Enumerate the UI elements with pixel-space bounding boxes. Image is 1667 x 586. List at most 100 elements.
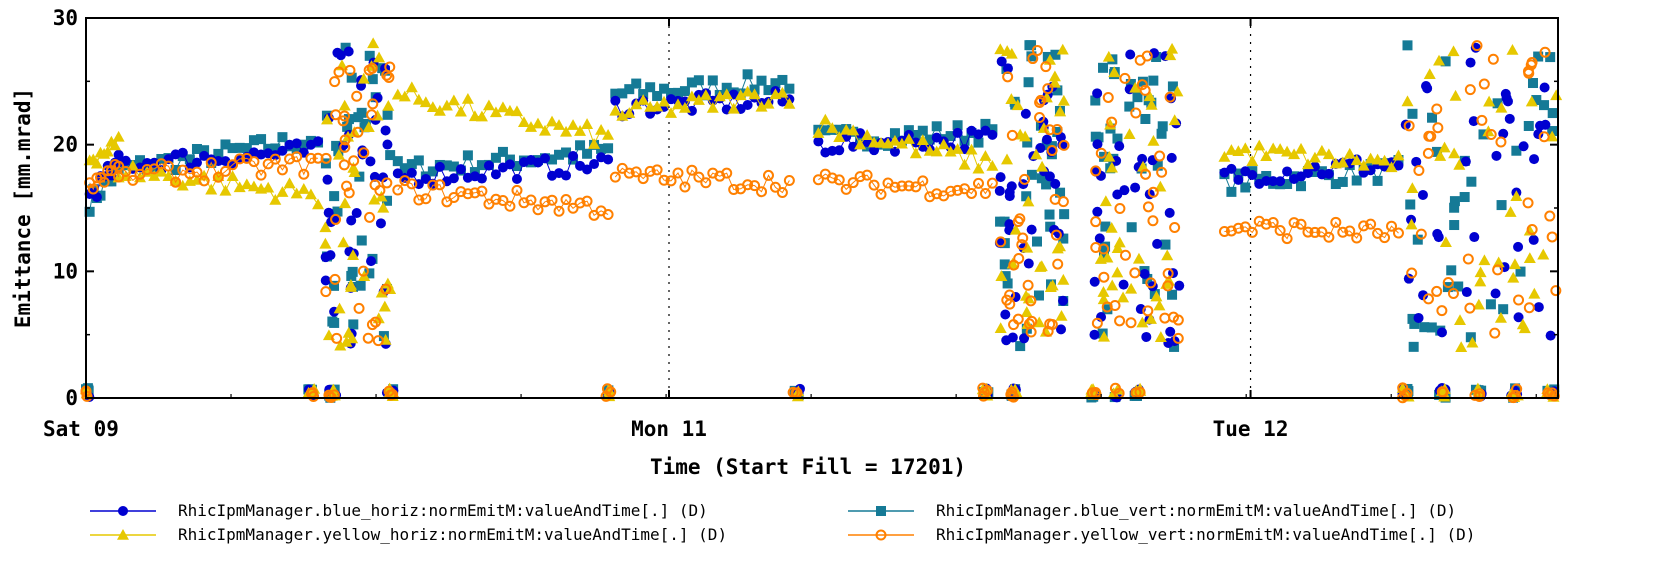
data-point xyxy=(1145,98,1158,110)
data-point xyxy=(762,97,775,109)
data-point xyxy=(120,165,132,177)
data-point xyxy=(965,143,978,155)
data-point xyxy=(1225,225,1237,237)
data-point xyxy=(1159,312,1171,324)
data-point xyxy=(398,90,411,102)
legend-item: RhicIpmManager.blue_vert:normEmitM:value… xyxy=(848,501,1456,520)
data-point xyxy=(1161,249,1174,261)
data-point xyxy=(1092,88,1103,99)
data-point xyxy=(234,153,246,165)
data-point xyxy=(1417,189,1428,200)
data-point xyxy=(1166,152,1177,163)
data-point xyxy=(276,164,288,176)
data-point xyxy=(205,157,217,169)
data-point xyxy=(1510,190,1523,202)
data-point xyxy=(1098,271,1110,283)
y-tick-label: 20 xyxy=(53,133,78,157)
data-point xyxy=(364,50,375,61)
data-point xyxy=(1053,240,1066,252)
data-point xyxy=(581,195,593,207)
data-point xyxy=(170,164,181,175)
data-point xyxy=(378,300,391,312)
data-point xyxy=(1535,120,1546,131)
data-point xyxy=(454,105,467,117)
data-point xyxy=(1136,79,1148,91)
data-point xyxy=(1058,295,1069,306)
data-point xyxy=(1111,155,1122,166)
data-point xyxy=(1309,226,1321,238)
data-point xyxy=(342,121,353,132)
data-point xyxy=(366,256,377,267)
data-point xyxy=(1466,176,1477,187)
data-point xyxy=(191,157,202,168)
data-point xyxy=(332,148,345,160)
data-point xyxy=(1045,221,1056,232)
data-point xyxy=(91,192,102,203)
data-point xyxy=(1515,266,1526,277)
data-point xyxy=(721,167,733,179)
data-point xyxy=(312,198,325,210)
data-point xyxy=(364,211,376,223)
data-point xyxy=(881,137,894,149)
data-point xyxy=(1023,258,1034,269)
data-point xyxy=(101,145,114,157)
data-point xyxy=(1050,229,1062,241)
data-point xyxy=(1100,241,1111,252)
data-point xyxy=(1140,113,1151,124)
legend-label: RhicIpmManager.yellow_horiz:normEmitM:va… xyxy=(178,525,727,544)
data-point xyxy=(637,94,650,105)
data-point xyxy=(706,101,719,113)
data-point xyxy=(756,186,768,198)
data-point xyxy=(672,87,683,98)
data-point xyxy=(679,86,690,97)
data-point xyxy=(1460,156,1471,167)
data-point xyxy=(240,178,253,190)
data-point xyxy=(1154,150,1166,162)
data-point xyxy=(399,172,410,183)
data-point xyxy=(1419,322,1430,333)
data-point xyxy=(854,138,867,150)
data-point xyxy=(1518,322,1531,334)
data-point xyxy=(1472,298,1485,310)
data-point xyxy=(1504,113,1515,124)
data-point xyxy=(475,110,488,122)
data-point xyxy=(685,90,698,102)
data-point xyxy=(1000,309,1011,320)
data-point xyxy=(854,171,866,183)
data-point xyxy=(1240,182,1251,193)
data-point xyxy=(380,125,391,136)
data-point xyxy=(1171,85,1184,97)
data-point xyxy=(517,116,530,128)
data-point xyxy=(819,113,832,125)
data-point xyxy=(1523,224,1536,236)
axis-layer: 0 10 20 30 Sat 09 Mon 11 Tue 12 xyxy=(43,6,1558,441)
data-point xyxy=(455,186,467,198)
data-point xyxy=(1001,153,1014,165)
data-point xyxy=(1494,311,1507,323)
data-point xyxy=(1436,327,1447,338)
data-point xyxy=(344,278,357,290)
data-point xyxy=(392,184,404,196)
data-point xyxy=(313,136,324,147)
data-point xyxy=(1000,271,1011,282)
data-point xyxy=(847,177,859,189)
data-point xyxy=(1044,281,1057,292)
data-point xyxy=(1162,280,1174,292)
data-point xyxy=(1288,217,1300,229)
data-point xyxy=(184,168,196,180)
data-point xyxy=(1539,46,1551,58)
data-point xyxy=(1114,141,1125,152)
data-point xyxy=(812,127,825,138)
data-point xyxy=(665,107,678,118)
data-point xyxy=(1117,291,1130,303)
legend-label: RhicIpmManager.yellow_vert:normEmitM:val… xyxy=(936,525,1475,544)
data-point xyxy=(605,386,617,398)
data-point xyxy=(1042,325,1054,337)
data-point xyxy=(624,84,635,95)
data-point xyxy=(405,81,418,93)
data-point xyxy=(1432,146,1443,157)
data-point xyxy=(1152,238,1163,249)
data-point xyxy=(367,74,378,85)
data-point xyxy=(742,179,754,191)
data-point xyxy=(875,529,887,541)
